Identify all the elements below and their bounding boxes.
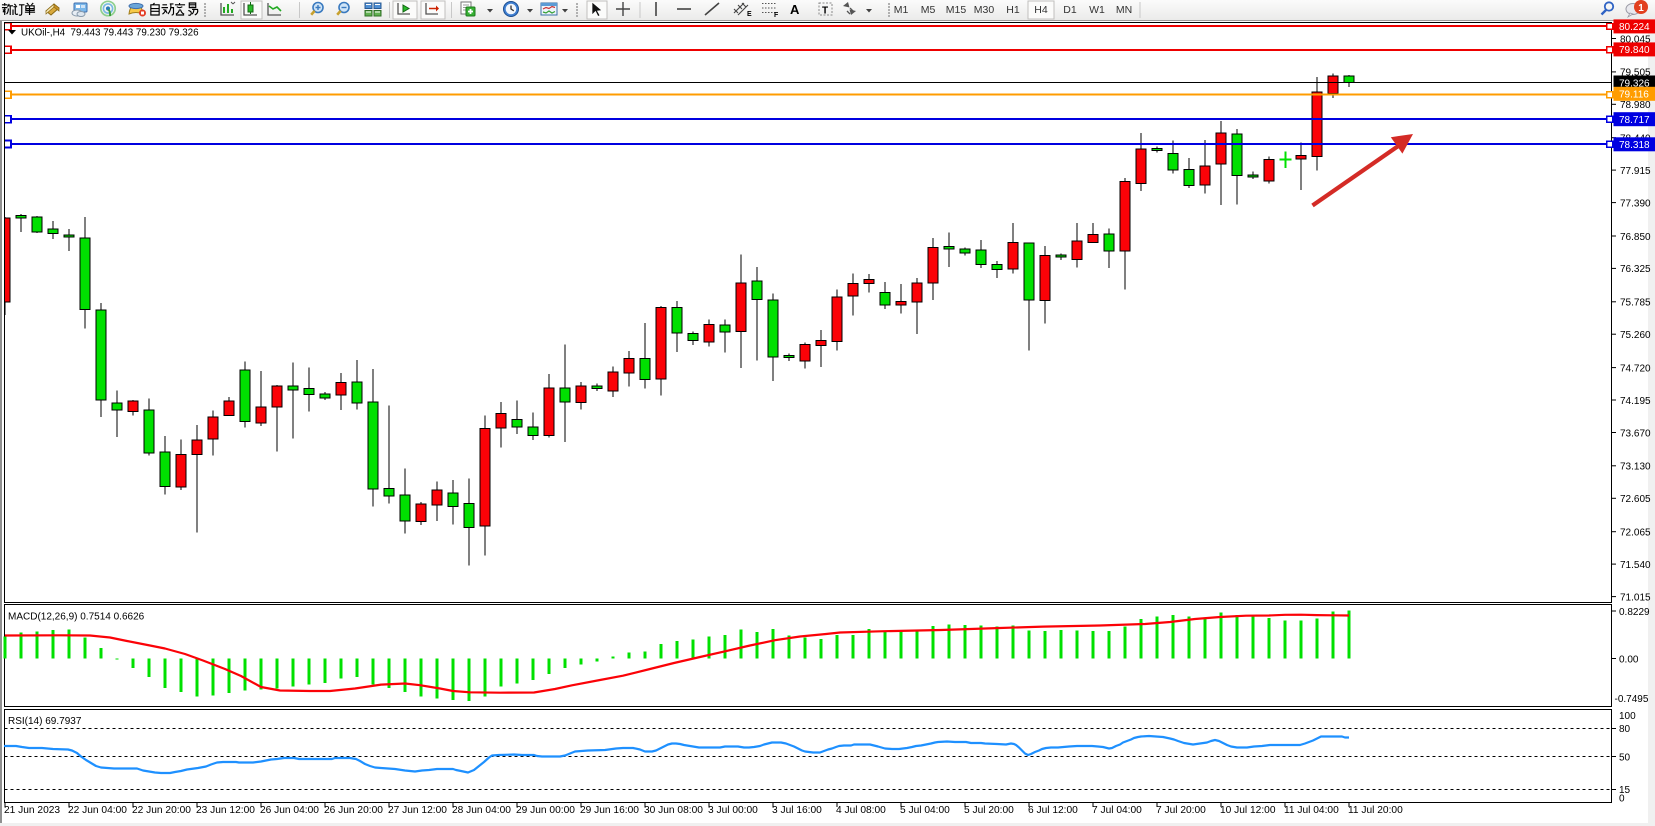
svg-text:11 Jul 04:00: 11 Jul 04:00	[1284, 805, 1339, 816]
svg-text:80.224: 80.224	[1619, 22, 1650, 33]
svg-text:72.605: 72.605	[1620, 494, 1651, 505]
svg-text:4 Jul 08:00: 4 Jul 08:00	[836, 805, 886, 816]
svg-text:0.8229: 0.8229	[1619, 607, 1650, 618]
svg-text:71.540: 71.540	[1620, 560, 1651, 571]
svg-text:30 Jun 08:00: 30 Jun 08:00	[644, 805, 703, 816]
svg-text:M1: M1	[894, 4, 909, 16]
svg-text:50: 50	[1619, 752, 1631, 763]
svg-text:0: 0	[1619, 794, 1625, 805]
svg-text:80: 80	[1619, 724, 1631, 735]
svg-text:73.130: 73.130	[1620, 462, 1651, 473]
svg-text:74.720: 74.720	[1620, 363, 1651, 374]
svg-text:H4: H4	[1034, 4, 1048, 16]
svg-text:100: 100	[1619, 711, 1636, 722]
svg-text:26 Jun 20:00: 26 Jun 20:00	[324, 805, 383, 816]
svg-text:7 Jul 04:00: 7 Jul 04:00	[1092, 805, 1142, 816]
svg-text:3 Jul 00:00: 3 Jul 00:00	[708, 805, 758, 816]
svg-text:M15: M15	[946, 4, 967, 16]
svg-text:29 Jun 00:00: 29 Jun 00:00	[516, 805, 575, 816]
svg-text:75.260: 75.260	[1620, 330, 1651, 341]
svg-text:UKOil-,H4 79.443 79.443 79.23: UKOil-,H4 79.443 79.443 79.230 79.326	[21, 28, 199, 39]
svg-text:F: F	[774, 12, 779, 19]
svg-text:79.326: 79.326	[1619, 78, 1650, 89]
svg-text:-0.7495: -0.7495	[1615, 694, 1649, 705]
svg-text:73.670: 73.670	[1620, 428, 1651, 439]
svg-text:74.195: 74.195	[1620, 396, 1651, 407]
svg-text:3 Jul 16:00: 3 Jul 16:00	[772, 805, 822, 816]
svg-text:D1: D1	[1063, 4, 1077, 16]
svg-text:79.840: 79.840	[1619, 45, 1650, 56]
svg-text:7 Jul 20:00: 7 Jul 20:00	[1156, 805, 1206, 816]
svg-text:77.390: 77.390	[1620, 198, 1651, 209]
svg-text:MN: MN	[1116, 4, 1132, 16]
svg-text:22 Jun 20:00: 22 Jun 20:00	[132, 805, 191, 816]
svg-text:79.505: 79.505	[1620, 68, 1651, 79]
svg-text:1: 1	[1638, 3, 1644, 14]
svg-text:75.785: 75.785	[1620, 298, 1651, 309]
svg-text:28 Jun 04:00: 28 Jun 04:00	[452, 805, 511, 816]
svg-text:21 Jun 2023: 21 Jun 2023	[4, 805, 60, 816]
svg-text:29 Jun 16:00: 29 Jun 16:00	[580, 805, 639, 816]
svg-text:5 Jul 04:00: 5 Jul 04:00	[900, 805, 950, 816]
svg-text:80.045: 80.045	[1620, 34, 1651, 45]
svg-text:E: E	[747, 11, 752, 18]
svg-text:78.717: 78.717	[1619, 115, 1650, 126]
svg-text:M5: M5	[921, 4, 936, 16]
svg-text:76.850: 76.850	[1620, 232, 1651, 243]
svg-text:72.065: 72.065	[1620, 528, 1651, 539]
svg-text:79.116: 79.116	[1619, 90, 1649, 101]
svg-text:71.015: 71.015	[1620, 592, 1651, 603]
svg-text:76.325: 76.325	[1620, 264, 1651, 275]
svg-text:78.980: 78.980	[1620, 100, 1651, 111]
svg-text:T: T	[822, 6, 828, 17]
svg-text:78.318: 78.318	[1619, 140, 1650, 151]
svg-text:M30: M30	[974, 4, 995, 16]
svg-text:5 Jul 20:00: 5 Jul 20:00	[964, 805, 1014, 816]
svg-text:0.00: 0.00	[1619, 654, 1639, 665]
svg-text:15: 15	[1619, 785, 1631, 796]
svg-text:11 Jul 20:00: 11 Jul 20:00	[1348, 805, 1403, 816]
svg-text:22 Jun 04:00: 22 Jun 04:00	[68, 805, 127, 816]
svg-text:MACD(12,26,9) 0.7514 0.6626: MACD(12,26,9) 0.7514 0.6626	[8, 612, 145, 623]
svg-text:10 Jul 12:00: 10 Jul 12:00	[1220, 805, 1276, 816]
svg-text:W1: W1	[1089, 4, 1105, 16]
svg-text:H1: H1	[1006, 4, 1020, 16]
svg-text:27 Jun 12:00: 27 Jun 12:00	[388, 805, 447, 816]
svg-text:23 Jun 12:00: 23 Jun 12:00	[196, 805, 255, 816]
svg-text:A: A	[790, 2, 800, 17]
svg-text:26 Jun 04:00: 26 Jun 04:00	[260, 805, 319, 816]
svg-text:6 Jul 12:00: 6 Jul 12:00	[1028, 805, 1078, 816]
svg-text:RSI(14) 69.7937: RSI(14) 69.7937	[8, 716, 82, 727]
svg-text:77.915: 77.915	[1620, 166, 1651, 177]
